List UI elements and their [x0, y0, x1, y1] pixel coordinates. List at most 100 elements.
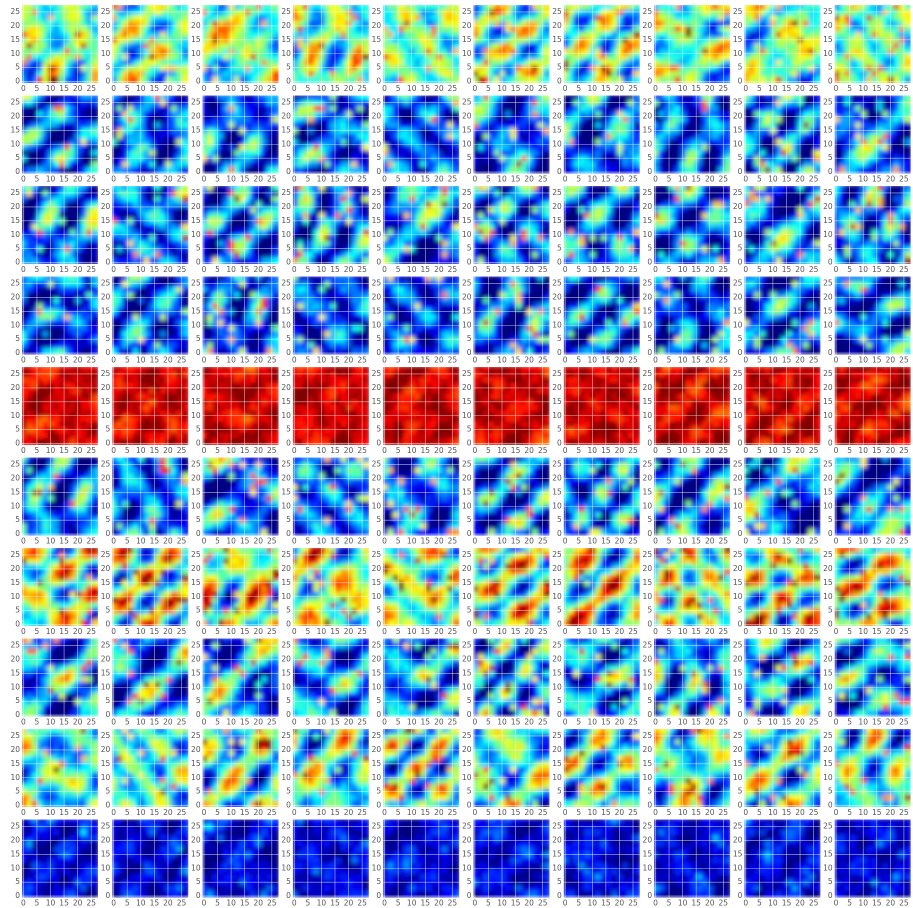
- heat-cell: [663, 5, 672, 12]
- heat-cell: [22, 251, 29, 260]
- heat-cell: [744, 59, 751, 68]
- x-tick-label: 0: [111, 175, 116, 184]
- heat-cell: [792, 37, 800, 45]
- heat-cell: [696, 76, 704, 83]
- heat-cell: [149, 190, 157, 199]
- heat-cell: [452, 116, 460, 125]
- heat-cell: [272, 139, 279, 147]
- heat-cell: [202, 15, 210, 23]
- heat-cell: [165, 196, 174, 204]
- heat-cell: [893, 95, 901, 103]
- heat-cell: [543, 65, 550, 73]
- heat-cell: [441, 133, 450, 142]
- heat-cell: [654, 105, 661, 114]
- heat-cell: [770, 48, 778, 57]
- x-tick-label: 10: [136, 265, 146, 274]
- heat-cell: [297, 122, 305, 130]
- heat-cell: [685, 155, 694, 164]
- heat-cell: [420, 26, 428, 34]
- y-tick-label: 20: [10, 111, 20, 120]
- heat-cell: [844, 76, 852, 83]
- heat-cell: [223, 127, 231, 136]
- heat-cell: [398, 155, 406, 164]
- heat-cell: [42, 127, 51, 136]
- heat-cell: [255, 48, 264, 57]
- heat-cell: [143, 155, 152, 164]
- heat-cell: [834, 122, 842, 130]
- heat-cell: [573, 95, 582, 103]
- heat-cell: [515, 59, 524, 68]
- heat-cell: [723, 76, 731, 83]
- heat-cell: [754, 15, 762, 23]
- heat-cell: [797, 100, 806, 108]
- heat-cell: [319, 100, 327, 108]
- heat-cell: [22, 65, 29, 73]
- heat-cell: [234, 150, 242, 158]
- heat-cell: [436, 31, 444, 40]
- heat-cell: [127, 48, 136, 57]
- heat-cell: [228, 54, 237, 62]
- heat-cell: [335, 43, 343, 51]
- heat-cell: [59, 95, 67, 103]
- heat-cell: [272, 26, 279, 34]
- heat-cell: [759, 95, 768, 103]
- heat-cell: [436, 155, 444, 164]
- heat-cell: [181, 70, 189, 79]
- heat-cell: [573, 15, 582, 23]
- heat-cell: [849, 9, 858, 18]
- heat-cell: [239, 186, 248, 193]
- heat-cell: [31, 161, 40, 169]
- heat-cell: [882, 133, 890, 142]
- heat-cell: [877, 150, 885, 158]
- heat-cell: [414, 105, 423, 114]
- heat-cell: [701, 48, 710, 57]
- heat-cell: [781, 105, 789, 114]
- heat-cell: [543, 9, 550, 18]
- heat-cell: [754, 155, 762, 164]
- heat-cell: [887, 100, 896, 108]
- heat-cell: [383, 43, 390, 51]
- heat-cell: [64, 246, 72, 254]
- heat-cell: [48, 212, 56, 221]
- heat-cell: [31, 127, 40, 136]
- heat-cell: [335, 116, 343, 125]
- heat-cell: [26, 240, 34, 249]
- heat-cell: [202, 161, 210, 169]
- heat-cell: [759, 65, 768, 73]
- heat-cell: [483, 127, 491, 136]
- heat-cell: [202, 133, 210, 142]
- heat-cell: [871, 161, 880, 169]
- heat-cell: [340, 100, 349, 108]
- heat-cell: [91, 59, 98, 68]
- heat-cell: [898, 5, 907, 12]
- heat-cell: [658, 43, 666, 51]
- heat-cell: [26, 54, 34, 62]
- heat-cell: [362, 166, 369, 174]
- heat-cell: [362, 111, 369, 119]
- heat-cell: [786, 15, 795, 23]
- heat-cell: [866, 105, 874, 114]
- y-tick-label: 10: [372, 139, 382, 148]
- heat-cell: [617, 155, 625, 164]
- heat-cell: [261, 111, 269, 119]
- heat-cell: [871, 48, 880, 57]
- heat-cell: [893, 127, 901, 136]
- heat-cell: [403, 95, 412, 103]
- heat-cell: [37, 186, 45, 193]
- heat-cell: [537, 59, 546, 68]
- heat-cell: [86, 246, 94, 254]
- heat-cell: [22, 224, 29, 232]
- heat-cell: [133, 161, 141, 169]
- heat-cell: [212, 100, 220, 108]
- heat-cell: [116, 76, 125, 83]
- heat-cell: [748, 37, 757, 45]
- heat-cell: [904, 26, 911, 34]
- heat-cell: [302, 161, 311, 169]
- heat-cell: [245, 76, 253, 83]
- x-tick-label: 20: [705, 175, 715, 184]
- heat-cell: [53, 9, 61, 18]
- heat-cell: [633, 155, 640, 164]
- heatmap: [202, 95, 279, 174]
- heat-cell: [505, 65, 513, 73]
- heat-cell: [48, 105, 56, 114]
